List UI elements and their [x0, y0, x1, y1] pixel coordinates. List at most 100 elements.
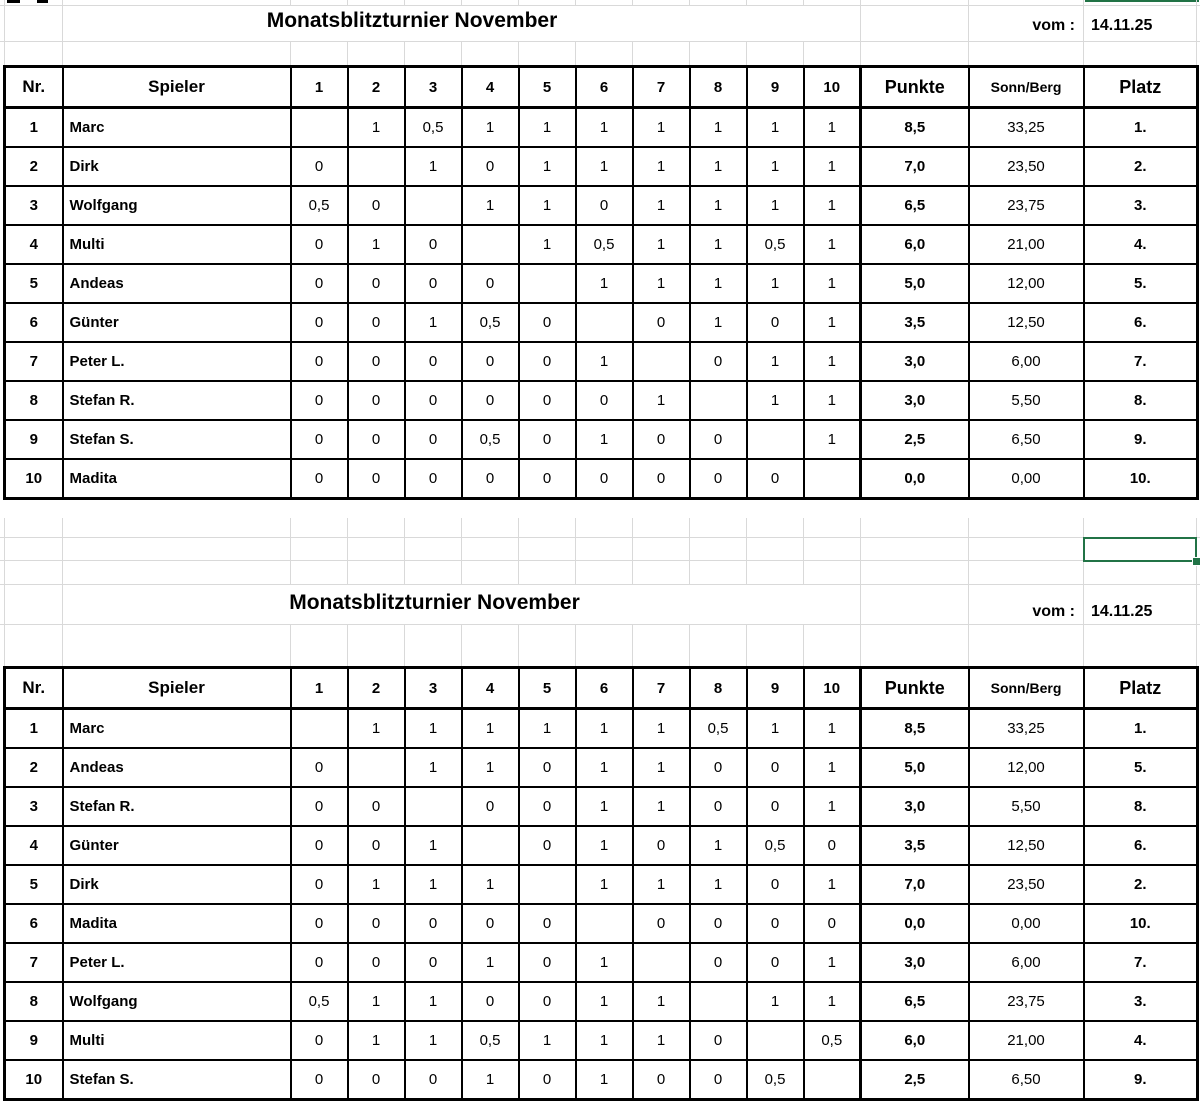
score-cell[interactable]: 1 [802, 864, 862, 905]
score-cell[interactable]: 1 [745, 707, 805, 749]
score-cell[interactable]: 0 [517, 380, 577, 421]
sonnberg-cell[interactable]: 23,50 [967, 864, 1085, 905]
diagonal-cell[interactable] [802, 458, 862, 500]
diagonal-cell[interactable] [688, 380, 748, 421]
score-cell[interactable]: 0 [346, 825, 406, 866]
sonnberg-cell[interactable]: 33,25 [967, 707, 1085, 749]
diagonal-cell[interactable] [745, 1020, 805, 1061]
points-cell[interactable]: 8,5 [859, 106, 970, 148]
selected-cell[interactable] [1083, 537, 1197, 562]
score-cell[interactable]: 0 [346, 786, 406, 827]
row-number-cell[interactable]: 2 [3, 146, 64, 187]
diagonal-cell[interactable] [289, 707, 349, 749]
points-cell[interactable]: 3,0 [859, 942, 970, 983]
score-cell[interactable]: 1 [460, 1059, 520, 1101]
place-cell[interactable]: 10. [1082, 458, 1199, 500]
row-number-cell[interactable]: 10 [3, 458, 64, 500]
score-cell[interactable]: 1 [574, 146, 634, 187]
score-cell[interactable]: 1 [517, 146, 577, 187]
score-cell[interactable]: 0 [346, 903, 406, 944]
score-cell[interactable]: 1 [631, 786, 691, 827]
points-cell[interactable]: 7,0 [859, 864, 970, 905]
row-number-cell[interactable]: 5 [3, 263, 64, 304]
score-cell[interactable]: 1 [802, 341, 862, 382]
points-cell[interactable]: 6,5 [859, 185, 970, 226]
row-number-cell[interactable]: 2 [3, 747, 64, 788]
score-cell[interactable]: 1 [403, 981, 463, 1022]
sonnberg-cell[interactable]: 12,00 [967, 263, 1085, 304]
score-cell[interactable]: 1 [574, 786, 634, 827]
score-cell[interactable]: 1 [403, 146, 463, 187]
date-value[interactable]: 14.11.25 [1091, 17, 1153, 34]
score-cell[interactable]: 1 [688, 106, 748, 148]
player-name-cell[interactable]: Wolfgang [61, 185, 292, 226]
score-cell[interactable]: 0 [289, 903, 349, 944]
col-header-punkte[interactable]: Punkte [859, 65, 970, 109]
score-cell[interactable]: 1 [631, 263, 691, 304]
points-cell[interactable]: 6,5 [859, 981, 970, 1022]
diagonal-cell[interactable] [346, 146, 406, 187]
score-cell[interactable]: 1 [631, 707, 691, 749]
place-cell[interactable]: 7. [1082, 341, 1199, 382]
score-cell[interactable]: 0 [802, 903, 862, 944]
score-cell[interactable]: 1 [802, 106, 862, 148]
row-number-cell[interactable]: 10 [3, 1059, 64, 1101]
score-cell[interactable]: 0 [517, 981, 577, 1022]
score-cell[interactable]: 1 [574, 341, 634, 382]
points-cell[interactable]: 3,0 [859, 786, 970, 827]
points-cell[interactable]: 3,5 [859, 302, 970, 343]
row-number-cell[interactable]: 6 [3, 302, 64, 343]
col-header-nr[interactable]: Nr. [3, 65, 64, 109]
points-cell[interactable]: 5,0 [859, 263, 970, 304]
score-cell[interactable]: 1 [460, 864, 520, 905]
score-cell[interactable]: 0 [289, 786, 349, 827]
score-cell[interactable]: 0 [688, 786, 748, 827]
col-header-round-2[interactable]: 2 [346, 666, 406, 710]
score-cell[interactable]: 1 [688, 146, 748, 187]
score-cell[interactable]: 0 [403, 224, 463, 265]
score-cell[interactable]: 0 [574, 380, 634, 421]
score-cell[interactable]: 0 [460, 458, 520, 500]
score-cell[interactable]: 1 [403, 1020, 463, 1061]
player-name-cell[interactable]: Stefan S. [61, 419, 292, 460]
score-cell[interactable]: 1 [403, 825, 463, 866]
score-cell[interactable]: 0 [289, 458, 349, 500]
score-cell[interactable]: 1 [802, 981, 862, 1022]
score-cell[interactable]: 0 [403, 942, 463, 983]
row-number-cell[interactable]: 8 [3, 981, 64, 1022]
score-cell[interactable]: 1 [745, 981, 805, 1022]
player-name-cell[interactable]: Andeas [61, 747, 292, 788]
score-cell[interactable]: 0 [346, 185, 406, 226]
player-name-cell[interactable]: Peter L. [61, 942, 292, 983]
score-cell[interactable]: 0 [403, 380, 463, 421]
col-header-round-1[interactable]: 1 [289, 65, 349, 109]
score-cell[interactable]: 0 [517, 341, 577, 382]
col-header-platz[interactable]: Platz [1082, 666, 1199, 710]
score-cell[interactable]: 1 [802, 786, 862, 827]
score-cell[interactable]: 1 [688, 302, 748, 343]
place-cell[interactable]: 6. [1082, 302, 1199, 343]
score-cell[interactable]: 1 [574, 825, 634, 866]
place-cell[interactable]: 8. [1082, 380, 1199, 421]
player-name-cell[interactable]: Marc [61, 707, 292, 749]
date-label[interactable]: vom : [1032, 603, 1075, 620]
score-cell[interactable]: 1 [745, 146, 805, 187]
diagonal-cell[interactable] [460, 825, 520, 866]
place-cell[interactable]: 5. [1082, 263, 1199, 304]
score-cell[interactable]: 1 [745, 380, 805, 421]
col-header-round-1[interactable]: 1 [289, 666, 349, 710]
score-cell[interactable]: 0 [289, 146, 349, 187]
diagonal-cell[interactable] [403, 786, 463, 827]
score-cell[interactable]: 0 [346, 419, 406, 460]
score-cell[interactable]: 0 [517, 903, 577, 944]
score-cell[interactable]: 0,5 [403, 106, 463, 148]
place-cell[interactable]: 4. [1082, 1020, 1199, 1061]
player-name-cell[interactable]: Dirk [61, 146, 292, 187]
place-cell[interactable]: 5. [1082, 747, 1199, 788]
fill-handle[interactable] [1192, 557, 1200, 566]
score-cell[interactable]: 1 [574, 707, 634, 749]
score-cell[interactable]: 1 [574, 942, 634, 983]
score-cell[interactable]: 0 [403, 341, 463, 382]
points-cell[interactable]: 6,0 [859, 224, 970, 265]
score-cell[interactable]: 1 [631, 380, 691, 421]
